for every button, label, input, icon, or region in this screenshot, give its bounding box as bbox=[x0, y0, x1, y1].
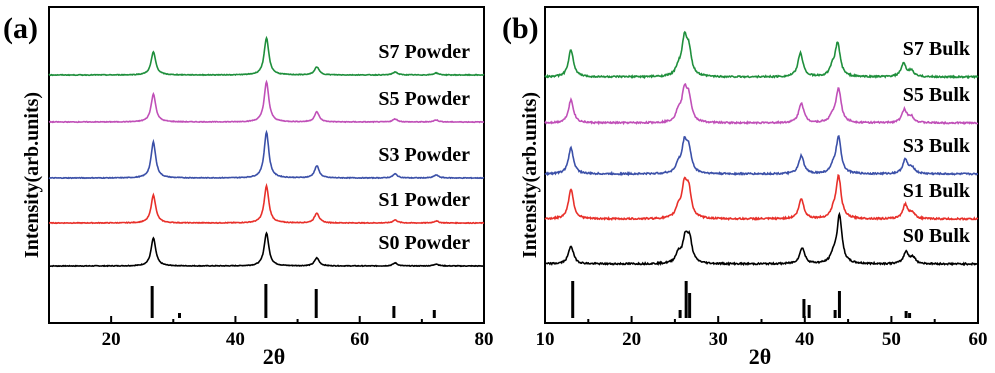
x-tick-label: 80 bbox=[475, 329, 494, 350]
panel-b-x-axis-label: 2θ bbox=[749, 344, 771, 369]
series-label: S7 Bulk bbox=[903, 38, 971, 60]
panel-a-label: (a) bbox=[3, 12, 38, 45]
panel-a-y-axis-label: Intensity(arb.units) bbox=[21, 92, 43, 258]
x-tick-label: 50 bbox=[882, 329, 901, 350]
panel-b-y-axis-label: Intensity(arb.units) bbox=[519, 92, 541, 258]
series-label: S0 Powder bbox=[378, 232, 470, 254]
plot-frame bbox=[48, 6, 485, 324]
x-tick-label: 30 bbox=[709, 329, 728, 350]
series-line bbox=[48, 129, 485, 180]
x-tick-label: 40 bbox=[795, 329, 814, 350]
series-label: S3 Powder bbox=[378, 144, 470, 166]
panel-b-label: (b) bbox=[502, 12, 539, 45]
panel-a: (a) Intensity(arb.units) 2θ 20 40 60 80 S0 P… bbox=[3, 6, 494, 369]
series-label: S3 Bulk bbox=[903, 135, 971, 157]
series-label: S5 Powder bbox=[378, 88, 470, 110]
series-label: S5 Bulk bbox=[903, 84, 971, 106]
series-line bbox=[49, 182, 485, 225]
series-line bbox=[544, 30, 979, 80]
series-line bbox=[544, 173, 979, 222]
x-tick-label: 60 bbox=[969, 329, 988, 350]
series-label: S1 Powder bbox=[378, 189, 470, 211]
series-line bbox=[48, 231, 485, 268]
series-line bbox=[48, 79, 485, 124]
x-tick-label: 40 bbox=[226, 329, 245, 350]
x-tick-label: 60 bbox=[350, 329, 369, 350]
series-label: S0 Bulk bbox=[903, 225, 971, 247]
series-label: S7 Powder bbox=[378, 41, 470, 63]
series-line bbox=[544, 211, 979, 267]
x-tick-label: 10 bbox=[536, 329, 555, 350]
series-line bbox=[48, 35, 485, 77]
series-line bbox=[544, 134, 978, 177]
panel-b: (b) Intensity(arb.units) 2θ 10 20 30 40 50 60… bbox=[502, 6, 988, 369]
x-tick-label: 20 bbox=[622, 329, 641, 350]
series-line bbox=[544, 82, 979, 126]
x-tick-label: 20 bbox=[102, 329, 121, 350]
series-label: S1 Bulk bbox=[903, 180, 971, 202]
panel-a-x-axis-label: 2θ bbox=[263, 344, 285, 369]
